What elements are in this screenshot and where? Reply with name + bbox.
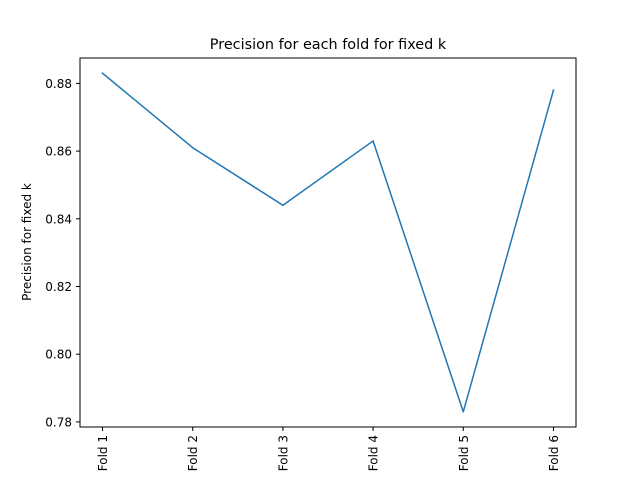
x-tick-label: Fold 4 [367, 435, 381, 471]
chart-title: Precision for each fold for fixed k [210, 37, 447, 53]
y-tick-label: 0.88 [45, 77, 72, 91]
y-tick-label: 0.82 [45, 280, 72, 294]
x-axis-ticks: Fold 1 Fold 2 Fold 3 Fold 4 Fold 5 Fold 6 [96, 427, 561, 471]
y-axis-ticks: 0.78 0.80 0.82 0.84 0.86 0.88 [45, 77, 80, 429]
data-point [462, 411, 465, 413]
series-line [101, 72, 555, 413]
y-tick-label: 0.86 [45, 145, 72, 159]
data-point [191, 146, 194, 149]
x-tick-label: Fold 6 [547, 435, 561, 471]
x-tick-label: Fold 5 [457, 435, 471, 471]
y-tick-label: 0.84 [45, 212, 72, 226]
data-point [101, 72, 104, 74]
data-point [372, 140, 374, 142]
plot-area-frame [79, 57, 577, 428]
x-tick-label: Fold 2 [186, 435, 200, 471]
data-point [552, 89, 555, 91]
series-lines [101, 72, 555, 413]
x-tick-label: Fold 3 [276, 435, 290, 471]
data-point [282, 204, 284, 207]
y-tick-label: 0.80 [45, 348, 72, 362]
y-tick-label: 0.78 [45, 415, 72, 429]
y-axis-label: Precision for fixed k [20, 183, 34, 301]
x-tick-label: Fold 1 [96, 435, 110, 471]
